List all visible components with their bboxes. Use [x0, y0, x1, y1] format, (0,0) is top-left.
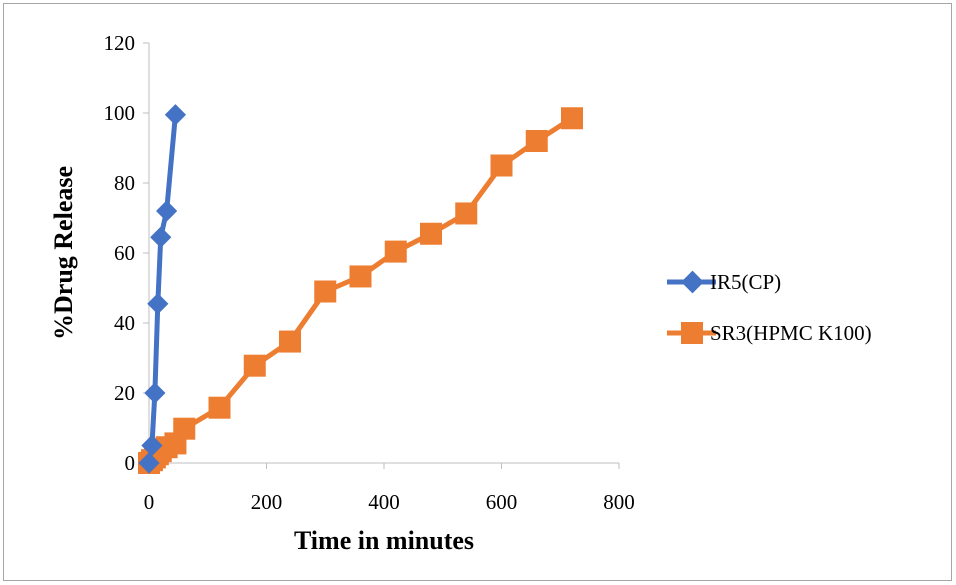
y-axis-title: %Drug Release: [49, 166, 78, 340]
y-ticks: 0 20 40 60 80 100 120: [104, 31, 149, 475]
y-tick-label: 80: [114, 171, 135, 195]
series-layer: [138, 104, 583, 474]
x-axis-title: Time in minutes: [294, 526, 474, 555]
legend-item-ir5: IR5(CP): [667, 270, 781, 294]
chart-frame: [3, 3, 952, 581]
y-tick-label: 40: [114, 311, 135, 335]
x-tick-label: 200: [251, 490, 283, 514]
legend-label-ir5: IR5(CP): [710, 270, 781, 294]
legend-label-sr3: SR3(HPMC K100): [710, 321, 872, 345]
data-point: [243, 354, 266, 377]
x-tick-label: 600: [486, 490, 518, 514]
legend: IR5(CP) SR3(HPMC K100): [667, 270, 872, 345]
y-tick-label: 0: [125, 451, 136, 475]
data-point: [314, 280, 337, 303]
data-point: [455, 202, 478, 225]
series-line: [146, 114, 178, 464]
legend-marker-ir5: [681, 270, 704, 294]
x-ticks: 0 200 400 600 800: [144, 463, 635, 514]
series-sr3: [138, 107, 583, 474]
x-tick-label: 800: [603, 490, 635, 514]
data-point: [164, 104, 187, 126]
data-point: [147, 293, 169, 315]
y-tick-label: 60: [114, 241, 135, 265]
y-tick-label: 20: [114, 381, 135, 405]
data-point: [208, 396, 231, 419]
data-point: [561, 107, 583, 130]
data-point: [150, 226, 172, 248]
x-tick-label: 400: [368, 490, 400, 514]
data-point: [384, 240, 407, 263]
data-point: [156, 200, 178, 222]
data-point: [349, 265, 372, 288]
data-point: [420, 222, 442, 245]
y-tick-label: 120: [104, 31, 136, 55]
x-tick-label: 0: [144, 490, 155, 514]
data-point: [144, 382, 166, 404]
data-point: [490, 154, 513, 177]
legend-marker-sr3: [681, 322, 703, 344]
legend-item-sr3: SR3(HPMC K100): [667, 321, 872, 345]
data-point: [279, 330, 301, 353]
data-point: [525, 130, 548, 152]
y-tick-label: 100: [104, 101, 136, 125]
data-point: [173, 417, 196, 440]
